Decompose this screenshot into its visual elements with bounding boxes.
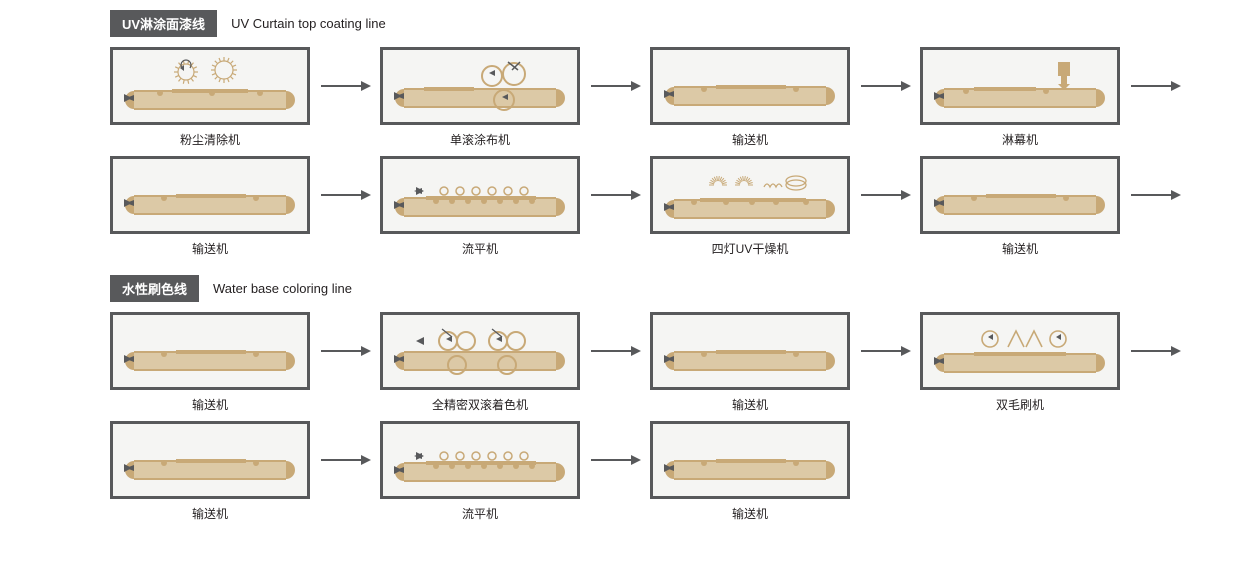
flow-arrow-icon xyxy=(310,421,380,499)
machine-box-conveyor xyxy=(110,312,310,390)
flow-row: 输送机 流平机 xyxy=(110,156,1259,257)
machine-box-uv_dryer_4 xyxy=(650,156,850,234)
process-step: 淋幕机 xyxy=(920,47,1120,148)
process-step: 单滚涂布机 xyxy=(380,47,580,148)
machine-label: 粉尘清除机 xyxy=(180,131,240,148)
machine-box-conveyor xyxy=(110,156,310,234)
process-step: 双毛刷机 xyxy=(920,312,1120,413)
machine-box-conveyor xyxy=(650,47,850,125)
machine-label: 单滚涂布机 xyxy=(450,131,510,148)
section-badge: 水性刷色线 xyxy=(110,275,199,302)
process-step: 全精密双滚着色机 xyxy=(380,312,580,413)
section-header: 水性刷色线 Water base coloring line xyxy=(110,275,1259,302)
machine-box-dust_cleaner xyxy=(110,47,310,125)
machine-label: 输送机 xyxy=(1002,240,1038,257)
flow-arrow-icon xyxy=(1120,47,1190,125)
flow-arrow-icon xyxy=(580,47,650,125)
machine-label: 流平机 xyxy=(462,505,498,522)
process-step: 输送机 xyxy=(650,421,850,522)
machine-box-conveyor xyxy=(110,421,310,499)
process-step: 流平机 xyxy=(380,156,580,257)
flow-row: 输送机 全精密双滚着色机 xyxy=(110,312,1259,413)
machine-box-conveyor xyxy=(920,156,1120,234)
process-step: 输送机 xyxy=(110,312,310,413)
machine-label: 输送机 xyxy=(732,505,768,522)
machine-label: 输送机 xyxy=(192,505,228,522)
machine-box-single_roller_coater xyxy=(380,47,580,125)
machine-label: 双毛刷机 xyxy=(996,396,1044,413)
process-step: 输送机 xyxy=(110,421,310,522)
flow-arrow-icon xyxy=(850,156,920,234)
diagram-root: UV淋涂面漆线 UV Curtain top coating line 粉尘清除… xyxy=(110,10,1259,522)
process-step: 输送机 xyxy=(650,47,850,148)
flow-row: 粉尘清除机 单滚涂布机 xyxy=(110,47,1259,148)
flow-arrow-icon xyxy=(580,421,650,499)
section-subtitle: Water base coloring line xyxy=(213,281,352,296)
machine-label: 全精密双滚着色机 xyxy=(432,396,528,413)
machine-box-leveling xyxy=(380,156,580,234)
machine-box-leveling xyxy=(380,421,580,499)
machine-label: 淋幕机 xyxy=(1002,131,1038,148)
process-step: 输送机 xyxy=(110,156,310,257)
machine-box-double_brush xyxy=(920,312,1120,390)
process-step: 四灯UV干燥机 xyxy=(650,156,850,257)
machine-box-conveyor xyxy=(650,421,850,499)
machine-label: 流平机 xyxy=(462,240,498,257)
process-step: 输送机 xyxy=(920,156,1120,257)
flow-arrow-icon xyxy=(310,156,380,234)
flow-arrow-icon xyxy=(310,47,380,125)
machine-box-curtain_coater xyxy=(920,47,1120,125)
flow-arrow-icon xyxy=(580,312,650,390)
flow-arrow-icon xyxy=(850,47,920,125)
flow-arrow-icon xyxy=(850,312,920,390)
process-step: 输送机 xyxy=(650,312,850,413)
machine-box-conveyor xyxy=(650,312,850,390)
flow-arrow-icon xyxy=(1120,312,1190,390)
flow-row: 输送机 流平机 xyxy=(110,421,1259,522)
section-badge: UV淋涂面漆线 xyxy=(110,10,217,37)
machine-label: 输送机 xyxy=(192,240,228,257)
flow-arrow-icon xyxy=(310,312,380,390)
process-step: 粉尘清除机 xyxy=(110,47,310,148)
flow-arrow-icon xyxy=(1120,156,1190,234)
machine-label: 输送机 xyxy=(192,396,228,413)
machine-label: 输送机 xyxy=(732,396,768,413)
section-header: UV淋涂面漆线 UV Curtain top coating line xyxy=(110,10,1259,37)
machine-label: 输送机 xyxy=(732,131,768,148)
section: 水性刷色线 Water base coloring line 输送机 xyxy=(110,275,1259,522)
section-subtitle: UV Curtain top coating line xyxy=(231,16,386,31)
section: UV淋涂面漆线 UV Curtain top coating line 粉尘清除… xyxy=(110,10,1259,257)
flow-arrow-icon xyxy=(580,156,650,234)
machine-label: 四灯UV干燥机 xyxy=(712,240,789,257)
process-step: 流平机 xyxy=(380,421,580,522)
machine-box-double_roller_coloring xyxy=(380,312,580,390)
